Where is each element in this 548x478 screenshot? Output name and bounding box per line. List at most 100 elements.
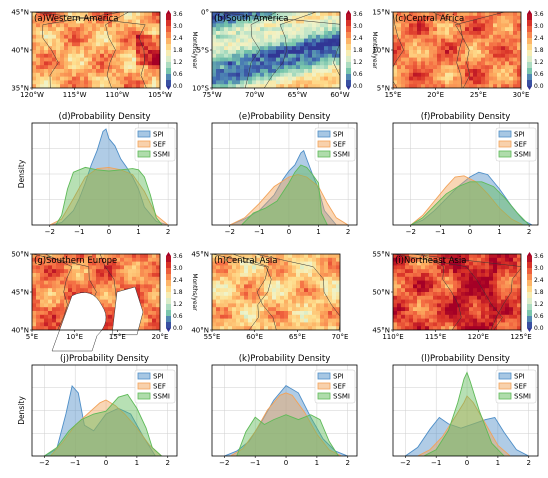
- map-cell: [304, 314, 309, 319]
- map-cell: [260, 307, 265, 312]
- colorbar-tick-label: 2.4: [353, 35, 363, 42]
- map-cell: [248, 257, 253, 262]
- map-cell: [280, 303, 285, 308]
- map-cell: [461, 269, 466, 274]
- map-cell: [397, 31, 402, 36]
- map-cell: [84, 38, 89, 43]
- map-cell: [421, 288, 426, 293]
- map-cell: [433, 318, 438, 323]
- map-cell: [76, 254, 81, 259]
- map-cell: [405, 38, 410, 43]
- map-cell: [132, 261, 137, 266]
- map-cell: [497, 72, 502, 77]
- map-cell: [36, 318, 41, 323]
- map-cell: [72, 19, 77, 24]
- map-cell: [437, 292, 442, 297]
- colorbar-segment: [527, 56, 532, 63]
- map-cell: [32, 42, 37, 47]
- map-cell: [296, 288, 301, 293]
- map-cell: [152, 269, 157, 274]
- map-cell: [132, 269, 137, 274]
- map-cell: [513, 314, 518, 319]
- map-cell: [132, 42, 137, 47]
- map-cell: [132, 69, 137, 74]
- map-cell: [497, 307, 502, 312]
- map-cell: [96, 50, 101, 55]
- map-cell: [453, 257, 458, 262]
- map-cell: [220, 314, 225, 319]
- map-cell: [252, 15, 257, 20]
- map-cell: [413, 269, 418, 274]
- map-cell: [300, 12, 305, 17]
- map-cell: [449, 46, 454, 51]
- x-tick-label: 1: [496, 459, 500, 467]
- map-cell: [296, 295, 301, 300]
- map-cell: [280, 72, 285, 77]
- map-cell: [244, 76, 249, 81]
- map-cell: [64, 254, 69, 259]
- map-cell: [104, 72, 109, 77]
- map-cell: [493, 284, 498, 289]
- map-cell: [449, 38, 454, 43]
- map-cell: [288, 61, 293, 66]
- y-tick-label: 40°N: [191, 327, 209, 335]
- map-cell: [224, 76, 229, 81]
- map-cell: [433, 27, 438, 32]
- map-cell: [112, 303, 117, 308]
- map-cell: [40, 80, 45, 85]
- map-cell: [469, 34, 474, 39]
- map-cell: [268, 57, 273, 62]
- map-cell: [336, 265, 340, 270]
- map-cell: [276, 311, 281, 316]
- map-cell: [465, 72, 470, 77]
- map-cell: [505, 273, 510, 278]
- map-cell: [473, 314, 478, 319]
- density-area-sef: [229, 392, 342, 456]
- map-cell: [104, 61, 109, 66]
- map-cell: [124, 15, 129, 20]
- map-cell: [72, 265, 77, 270]
- map-cell: [320, 257, 325, 262]
- map-cell: [44, 80, 49, 85]
- map-cell: [44, 318, 49, 323]
- map-cell: [477, 27, 482, 32]
- map-cell: [56, 265, 61, 270]
- map-cell: [513, 265, 518, 270]
- map-cell: [465, 276, 470, 281]
- map-cell: [272, 50, 277, 55]
- map-cell: [152, 299, 157, 304]
- map-cell: [104, 27, 109, 32]
- map-cell: [264, 299, 269, 304]
- map-cell: [393, 276, 398, 281]
- map-cell: [148, 76, 153, 81]
- map-cell: [32, 318, 37, 323]
- map-border-line: [411, 254, 521, 330]
- map-cell: [316, 288, 321, 293]
- map-cell: [433, 299, 438, 304]
- map-cell: [421, 261, 426, 266]
- map-cell: [461, 57, 466, 62]
- map-cell: [501, 23, 506, 28]
- map-cell: [140, 322, 145, 327]
- map-cell: [60, 72, 65, 77]
- map-cell: [433, 19, 438, 24]
- map-cell: [441, 12, 446, 17]
- map-cell: [405, 27, 410, 32]
- map-cell: [308, 261, 313, 266]
- map-cell: [300, 288, 305, 293]
- map-cell: [124, 261, 129, 266]
- map-cell: [220, 19, 225, 24]
- panel-title: (g)Southern Europe: [34, 256, 117, 266]
- map-cell: [453, 42, 458, 47]
- map-cell: [224, 65, 229, 70]
- map-cell: [417, 307, 422, 312]
- map-cell: [501, 288, 506, 293]
- colorbar-tick-label: 3.0: [173, 23, 183, 30]
- map-cell: [308, 265, 313, 270]
- map-cell: [441, 31, 446, 36]
- map-cell: [304, 273, 309, 278]
- map-cell: [52, 72, 57, 77]
- map-cell: [48, 269, 53, 274]
- map-cell: [40, 61, 45, 66]
- map-cell: [68, 23, 73, 28]
